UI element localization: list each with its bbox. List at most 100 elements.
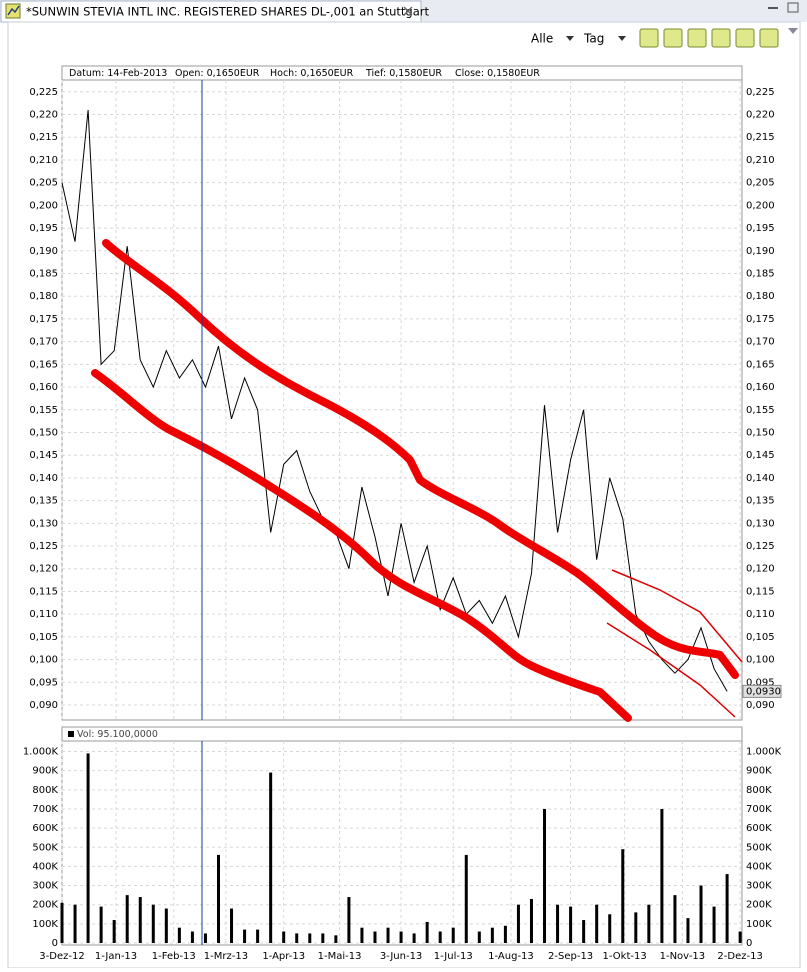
- volume-panel: [61, 726, 743, 946]
- y-tick-label: 0,110: [746, 609, 775, 620]
- save-button[interactable]: [663, 28, 683, 48]
- y-tick-label: 0,180: [29, 291, 58, 302]
- y-tick-label: 0,150: [29, 427, 58, 438]
- y-tick-label: 0,195: [746, 223, 775, 234]
- x-tick-label: 1-Mai-13: [318, 951, 362, 962]
- range-select[interactable]: Alle: [531, 32, 553, 46]
- trend-line: [91, 369, 632, 722]
- y-tick-label: 300K: [746, 881, 772, 892]
- x-tick-label: 3-Dez-12: [39, 951, 84, 962]
- tab-title: *SUNWIN STEVIA INTL INC. REGISTERED SHAR…: [26, 5, 429, 19]
- volume-bar: [621, 849, 625, 943]
- volume-bar: [425, 921, 429, 943]
- back-button[interactable]: [639, 28, 659, 48]
- volume-bar: [282, 931, 286, 943]
- volume-bar: [464, 854, 468, 943]
- volume-bar: [308, 933, 312, 943]
- volume-bar: [490, 927, 494, 943]
- y-tick-label: 900K: [746, 766, 772, 777]
- y-tick-label: 0,220: [746, 110, 775, 121]
- volume-bar: [256, 929, 260, 943]
- y-tick-label: 0,130: [746, 518, 775, 529]
- y-tick-label: 0,105: [746, 632, 775, 643]
- expand-button[interactable]: [735, 28, 755, 48]
- maximize[interactable]: [787, 2, 799, 13]
- volume-bar: [529, 898, 533, 943]
- x-tick-label: 1-Okt-13: [603, 951, 647, 962]
- interval-select[interactable]: Tag: [583, 32, 604, 46]
- y-tick-label: 0: [52, 938, 58, 949]
- last-value-label: 0,0930: [746, 686, 781, 697]
- y-tick-label: 0,120: [29, 564, 58, 575]
- channel-line: [611, 569, 743, 663]
- volume-bar: [477, 931, 481, 943]
- tab-close[interactable]: [403, 6, 413, 16]
- range-arrow[interactable]: [566, 36, 574, 41]
- y-tick-label: 0,095: [29, 677, 58, 688]
- y-tick-label: 0,100: [746, 655, 775, 666]
- y-tick-label: 0,090: [29, 700, 58, 711]
- y-tick-label: 0,145: [746, 450, 775, 461]
- last-value-box: [742, 684, 782, 698]
- y-tick-label: 0,150: [746, 427, 775, 438]
- x-tick-label: 2-Dez-13: [717, 951, 762, 962]
- y-tick-label: 0,170: [746, 337, 775, 348]
- y-tick-label: 0,135: [29, 496, 58, 507]
- y-tick-label: 500K: [32, 842, 58, 853]
- y-tick-label: 0,165: [29, 359, 58, 370]
- y-tick-label: 0,180: [746, 291, 775, 302]
- volume-bar: [595, 904, 599, 943]
- y-tick-label: 0,155: [29, 405, 58, 416]
- volume-bar: [86, 753, 90, 943]
- volume-bar: [373, 931, 377, 943]
- refresh-button[interactable]: [687, 28, 707, 48]
- volume-bar: [699, 885, 703, 943]
- volume-bar: [216, 854, 220, 943]
- y-tick-label: 0,090: [746, 700, 775, 711]
- y-tick-label: 0,175: [29, 314, 58, 325]
- y-tick-label: 0,210: [746, 155, 775, 166]
- volume-bar: [438, 931, 442, 943]
- volume-bar: [164, 908, 168, 943]
- volume-bar: [151, 904, 155, 943]
- y-tick-label: 0,130: [29, 518, 58, 529]
- x-tick-label: 1-Mrz-13: [204, 951, 248, 962]
- y-tick-label: 0,200: [746, 200, 775, 211]
- y-tick-label: 0,125: [29, 541, 58, 552]
- y-tick-label: 0,115: [29, 586, 58, 597]
- y-tick-label: 0,120: [746, 564, 775, 575]
- y-tick-label: 600K: [32, 823, 58, 834]
- volume-bar: [660, 808, 664, 943]
- info-bar: [61, 65, 743, 81]
- volume-bar: [738, 931, 742, 943]
- volume-bar: [686, 918, 690, 943]
- y-tick-label: 800K: [746, 785, 772, 796]
- volume-bar: [386, 927, 390, 943]
- info-field: Open: 0,1650EUR: [175, 68, 260, 79]
- x-tick-label: 1-Nov-13: [660, 951, 706, 962]
- volume-bar: [647, 904, 651, 943]
- y-tick-label: 100K: [746, 919, 772, 930]
- interval-arrow[interactable]: [618, 36, 626, 41]
- reload-button[interactable]: [711, 28, 731, 48]
- y-tick-label: 0,100: [29, 655, 58, 666]
- volume-bar: [243, 929, 247, 943]
- y-tick-label: 600K: [746, 823, 772, 834]
- volume-bar: [203, 933, 207, 943]
- y-tick-label: 0,165: [746, 359, 775, 370]
- y-tick-label: 0,185: [29, 268, 58, 279]
- volume-bar: [99, 906, 103, 943]
- y-tick-label: 0,190: [746, 246, 775, 257]
- x-tick-label: 1-Jan-13: [95, 951, 137, 962]
- y-tick-label: 0,190: [29, 246, 58, 257]
- view-menu[interactable]: [788, 28, 798, 34]
- y-tick-label: 0,205: [746, 178, 775, 189]
- edit-button[interactable]: [759, 28, 779, 48]
- volume-bar: [399, 931, 403, 943]
- volume-bar: [269, 772, 273, 943]
- volume-bar: [295, 933, 299, 943]
- y-tick-label: 0,175: [746, 314, 775, 325]
- y-tick-label: 0,160: [746, 382, 775, 393]
- y-tick-label: 0,220: [29, 110, 58, 121]
- info-field: Datum: 14-Feb-2013: [69, 68, 167, 79]
